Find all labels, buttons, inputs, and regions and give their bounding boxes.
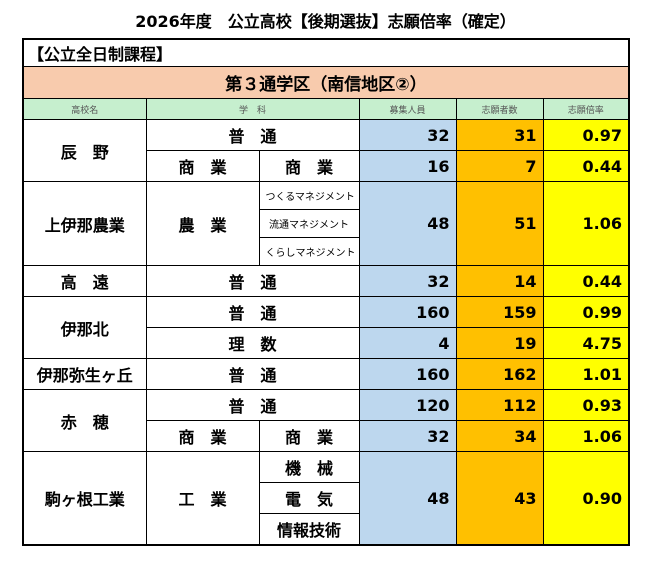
capacity: 160 (358, 296, 457, 328)
applicants: 34 (455, 420, 544, 452)
course: つくるマネジメント (258, 181, 360, 210)
department: 普 通 (145, 389, 360, 421)
column-header: 学 科 (145, 98, 360, 120)
row: 上伊那農業農 業つくるマネジメント 48 51 1.06 (22, 181, 630, 266)
row: 高 遠普 通 32 14 0.44 (22, 265, 630, 297)
applicants: 51 (455, 181, 544, 266)
row: くらしマネジメント (23, 237, 629, 266)
row: 伊那弥生ヶ丘普 通 160 162 1.01 (22, 358, 630, 390)
applicants: 14 (455, 265, 544, 297)
department: 工 業 (145, 451, 260, 546)
school-name: 辰 野 (22, 119, 147, 182)
row: 理 数 4 19 4.75 (23, 327, 630, 359)
department: 普 通 (145, 265, 360, 297)
column-header: 募集人員 (358, 98, 457, 120)
row: 電 気 (23, 482, 629, 514)
row: 伊那北普 通 160 159 0.99 (22, 296, 630, 359)
applicants: 112 (455, 389, 544, 421)
school-name: 高 遠 (22, 265, 147, 297)
applicants: 159 (455, 296, 544, 328)
column-header: 高校名 (22, 98, 147, 120)
course: 流通マネジメント (258, 209, 360, 238)
course: 機 械 (258, 451, 360, 483)
category: 【公立全日制課程】 (22, 38, 630, 67)
ratio: 1.06 (542, 181, 630, 266)
row: 情報技術 (23, 513, 629, 546)
ratio: 0.93 (542, 389, 630, 421)
capacity: 32 (358, 265, 457, 297)
ratio: 0.99 (542, 296, 630, 328)
ratio: 0.44 (542, 150, 630, 182)
department: 理 数 (145, 327, 360, 359)
row: 流通マネジメント (23, 209, 629, 238)
title: 2026年度 公立高校【後期選抜】志願倍率（確定） (135, 12, 516, 31)
department: 普 通 (145, 119, 360, 151)
capacity: 32 (358, 420, 457, 452)
capacity: 16 (358, 150, 457, 182)
department: 普 通 (145, 296, 360, 328)
ratio: 1.01 (542, 358, 630, 390)
capacity: 160 (358, 358, 457, 390)
ratio: 0.90 (542, 451, 630, 546)
capacity: 120 (358, 389, 457, 421)
row: 商 業商 業 16 7 0.44 (23, 150, 630, 182)
capacity: 48 (358, 181, 457, 266)
school-name: 上伊那農業 (22, 181, 147, 266)
course: 商 業 (258, 420, 360, 452)
ratio: 1.06 (542, 420, 630, 452)
row: 赤 穂普 通 120 112 0.93 (22, 389, 630, 452)
school-name: 赤 穂 (22, 389, 147, 452)
row: 辰 野普 通 32 31 0.97 (22, 119, 630, 182)
department: 商 業 (145, 420, 260, 452)
course: 情報技術 (258, 513, 360, 546)
applicants: 43 (455, 451, 544, 546)
applicants: 7 (455, 150, 544, 182)
school-name: 伊那弥生ヶ丘 (22, 358, 147, 390)
district: 第３通学区（南信地区②） (22, 66, 630, 99)
capacity: 4 (358, 327, 457, 359)
applicants: 31 (455, 119, 544, 151)
capacity: 48 (358, 451, 457, 546)
capacity: 32 (358, 119, 457, 151)
ratio: 0.97 (542, 119, 630, 151)
row: 商 業商 業 32 34 1.06 (23, 420, 630, 452)
row: 駒ヶ根工業工 業機 械 48 43 0.90 (22, 451, 630, 546)
school-name: 伊那北 (22, 296, 147, 359)
column-header: 志願倍率 (542, 98, 630, 120)
department: 商 業 (145, 150, 260, 182)
department: 普 通 (145, 358, 360, 390)
applicants: 19 (455, 327, 544, 359)
school-name: 駒ヶ根工業 (22, 451, 147, 546)
department: 農 業 (145, 181, 260, 266)
ratio: 0.44 (542, 265, 630, 297)
ratio: 4.75 (542, 327, 630, 359)
column-header: 志願者数 (455, 98, 544, 120)
course: 商 業 (258, 150, 360, 182)
course: 電 気 (258, 482, 360, 514)
table: 【公立全日制課程】 第３通学区（南信地区②） 高校名 学 科 募集人員 志願者数… (22, 38, 631, 546)
course: くらしマネジメント (258, 237, 360, 266)
applicants: 162 (455, 358, 544, 390)
